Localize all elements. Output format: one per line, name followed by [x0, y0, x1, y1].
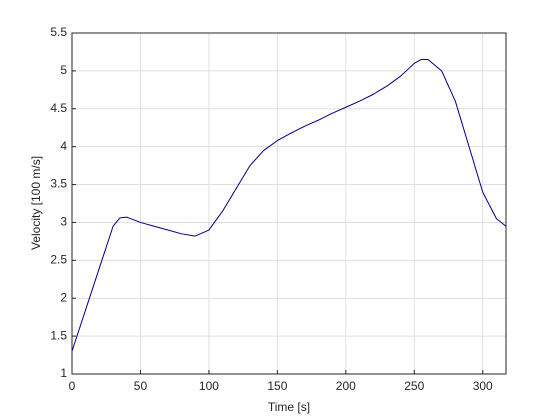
line-series — [71, 59, 507, 352]
x-tick-label: 300 — [473, 379, 493, 393]
y-tick-label: 3.5 — [50, 177, 67, 191]
x-tick-label: 250 — [404, 379, 424, 393]
y-axis-label: Velocity [100 m/s] — [29, 156, 43, 250]
x-tick-label: 150 — [267, 379, 287, 393]
x-tick-label: 0 — [69, 379, 76, 393]
y-tick-label: 5 — [60, 63, 67, 77]
y-tick-label: 1.5 — [50, 328, 67, 342]
y-tick-label: 1 — [60, 366, 67, 380]
x-tick-label: 100 — [199, 379, 219, 393]
plot-frame — [71, 32, 507, 375]
y-tick-label: 2 — [60, 290, 67, 304]
y-tick-label: 4 — [60, 139, 67, 153]
x-tick-label: 200 — [336, 379, 356, 393]
x-tick-label: 50 — [134, 379, 148, 393]
y-tick-label: 5.5 — [50, 25, 67, 39]
y-tick-label: 2.5 — [50, 253, 67, 267]
x-axis-label: Time [s] — [268, 400, 310, 414]
y-tick-label: 4.5 — [50, 101, 67, 115]
y-tick-label: 3 — [60, 215, 67, 229]
